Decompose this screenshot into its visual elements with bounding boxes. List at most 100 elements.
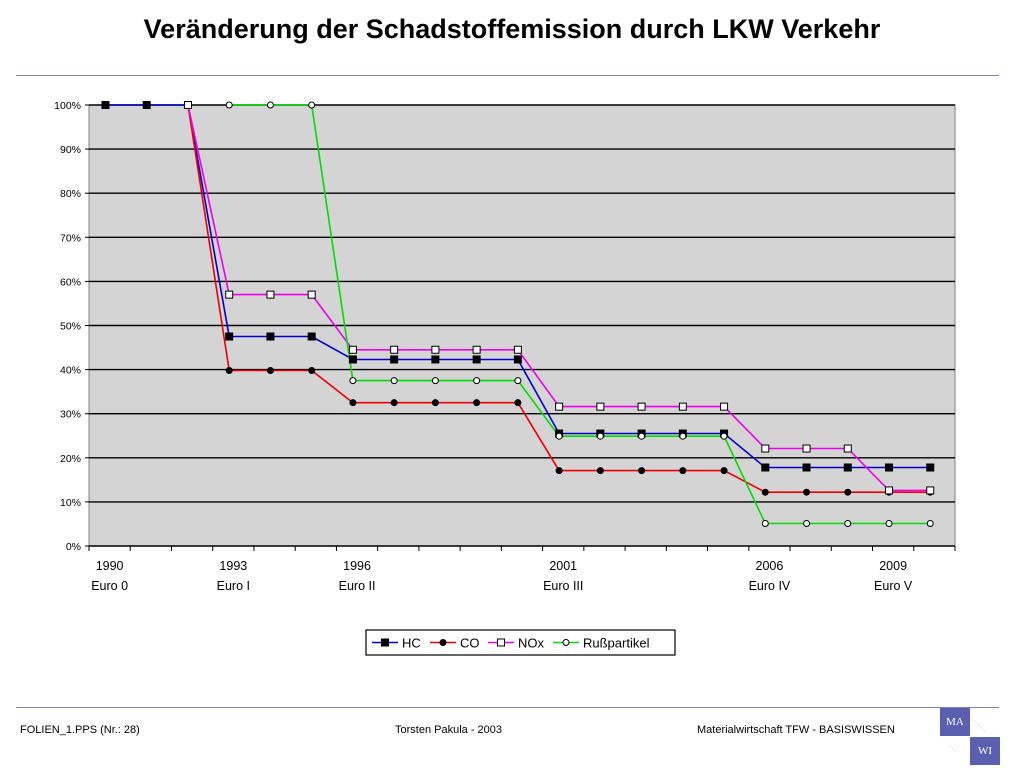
x-tick-label-year: 1990 bbox=[96, 559, 124, 573]
x-tick-label-norm: Euro IV bbox=[749, 579, 791, 593]
data-point-co bbox=[679, 467, 687, 475]
data-point-hc bbox=[472, 355, 481, 364]
data-point-nox bbox=[555, 402, 564, 411]
data-point-ru-partikel bbox=[679, 432, 687, 440]
legend-label-hc: HC bbox=[402, 636, 421, 651]
data-point-co bbox=[596, 467, 604, 475]
data-point-nox bbox=[843, 444, 852, 453]
x-tick-label-norm: Euro I bbox=[217, 579, 250, 593]
y-tick-label: 10% bbox=[60, 497, 81, 509]
data-point-nox bbox=[390, 345, 399, 354]
data-point-ru-partikel bbox=[473, 377, 481, 385]
data-point-ru-partikel bbox=[555, 432, 563, 440]
data-point-co bbox=[431, 399, 439, 407]
series-line-ru-partikel bbox=[229, 104, 931, 525]
data-point-co bbox=[844, 488, 852, 496]
y-tick-label: 30% bbox=[60, 409, 81, 421]
data-point-co bbox=[308, 366, 316, 374]
title-divider bbox=[16, 75, 999, 76]
x-tick-label-year: 2001 bbox=[549, 559, 577, 573]
data-point-nox bbox=[637, 402, 646, 411]
y-tick-label: 40% bbox=[60, 365, 81, 377]
data-point-nox bbox=[596, 402, 605, 411]
x-tick-label-year: 2006 bbox=[756, 559, 784, 573]
legend-marker-co bbox=[439, 639, 447, 646]
legend-label-co: CO bbox=[460, 636, 480, 651]
legend-label-nox: NOx bbox=[518, 636, 545, 651]
data-point-hc bbox=[348, 355, 357, 364]
data-point-hc bbox=[266, 332, 275, 341]
data-point-co bbox=[555, 467, 563, 475]
logo-wi-box: WI bbox=[970, 737, 1000, 765]
legend-marker-hc bbox=[381, 638, 389, 647]
data-point-ru-partikel bbox=[803, 520, 811, 528]
y-tick-label: 100% bbox=[54, 100, 81, 112]
logo-ma-box: MA bbox=[940, 708, 970, 736]
y-tick-label: 20% bbox=[60, 453, 81, 465]
y-tick-label: 60% bbox=[60, 276, 81, 288]
data-point-nox bbox=[307, 290, 316, 299]
footer-file-label: FOLIEN_1.PPS (Nr.: 28) bbox=[20, 724, 140, 736]
data-point-ru-partikel bbox=[761, 520, 769, 528]
data-point-ru-partikel bbox=[431, 377, 439, 385]
data-point-ru-partikel bbox=[844, 520, 852, 528]
x-tick-label-norm: Euro V bbox=[874, 579, 913, 593]
data-point-co bbox=[720, 467, 728, 475]
y-tick-label: 70% bbox=[60, 232, 81, 244]
data-point-hc bbox=[142, 101, 151, 109]
slide-title: Veränderung der Schadstoffemission durch… bbox=[143, 14, 881, 44]
data-point-nox bbox=[266, 290, 275, 299]
data-point-nox bbox=[720, 402, 729, 411]
data-point-nox bbox=[761, 444, 770, 453]
data-point-ru-partikel bbox=[514, 377, 522, 385]
chart-legend bbox=[365, 629, 676, 656]
legend-label-ru-partikel: Rußpartikel bbox=[583, 636, 650, 651]
data-point-ru-partikel bbox=[308, 101, 316, 109]
logo-fineprint-lower: · · · bbox=[947, 744, 957, 754]
data-point-nox bbox=[348, 345, 357, 354]
x-tick-label-year: 2009 bbox=[879, 559, 907, 573]
data-point-co bbox=[390, 399, 398, 407]
data-point-nox bbox=[183, 101, 192, 109]
data-point-hc bbox=[761, 463, 770, 472]
data-point-co bbox=[514, 399, 522, 407]
data-point-co bbox=[266, 366, 274, 374]
data-point-ru-partikel bbox=[720, 432, 728, 440]
legend-marker-ru-partikel bbox=[562, 639, 570, 646]
emission-line-chart: 0% 10% 20% 30% 40% 50% 60% 70% 80% 90% 100% 1990 Eu… bbox=[54, 100, 956, 656]
data-point-ru-partikel bbox=[266, 101, 274, 109]
data-point-hc bbox=[431, 355, 440, 364]
ma-wi-logo: MA WI · · · · · · · · · · bbox=[938, 708, 1004, 766]
x-tick-label-norm: Euro 0 bbox=[91, 579, 128, 593]
x-tick-label-norm: Euro II bbox=[339, 579, 376, 593]
data-point-ru-partikel bbox=[390, 377, 398, 385]
data-point-nox bbox=[225, 290, 234, 299]
data-point-nox bbox=[885, 486, 894, 495]
data-point-hc bbox=[885, 463, 894, 472]
footer-divider bbox=[16, 707, 999, 708]
data-point-hc bbox=[926, 463, 935, 472]
data-point-hc bbox=[390, 355, 399, 364]
data-point-hc bbox=[225, 332, 234, 341]
data-point-hc bbox=[802, 463, 811, 472]
data-point-nox bbox=[926, 486, 935, 495]
data-point-ru-partikel bbox=[349, 377, 357, 385]
y-tick-label: 90% bbox=[60, 144, 81, 156]
data-point-nox bbox=[431, 345, 440, 354]
y-tick-label: 50% bbox=[60, 321, 81, 333]
x-tick-label-norm: Euro III bbox=[543, 579, 583, 593]
data-point-co bbox=[349, 399, 357, 407]
legend-marker-nox bbox=[497, 638, 505, 647]
y-tick-label: 80% bbox=[60, 188, 81, 200]
data-point-ru-partikel bbox=[885, 520, 893, 528]
data-point-co bbox=[225, 366, 233, 374]
data-point-ru-partikel bbox=[638, 432, 646, 440]
footer-author: Torsten Pakula - 2003 bbox=[395, 724, 503, 736]
footer-course: Materialwirtschaft TFW - BASISWISSEN bbox=[697, 724, 895, 736]
data-point-nox bbox=[678, 402, 687, 411]
data-point-ru-partikel bbox=[926, 520, 934, 528]
data-point-ru-partikel bbox=[225, 101, 233, 109]
data-point-hc bbox=[843, 463, 852, 472]
data-point-hc bbox=[101, 101, 110, 109]
data-point-nox bbox=[513, 345, 522, 354]
